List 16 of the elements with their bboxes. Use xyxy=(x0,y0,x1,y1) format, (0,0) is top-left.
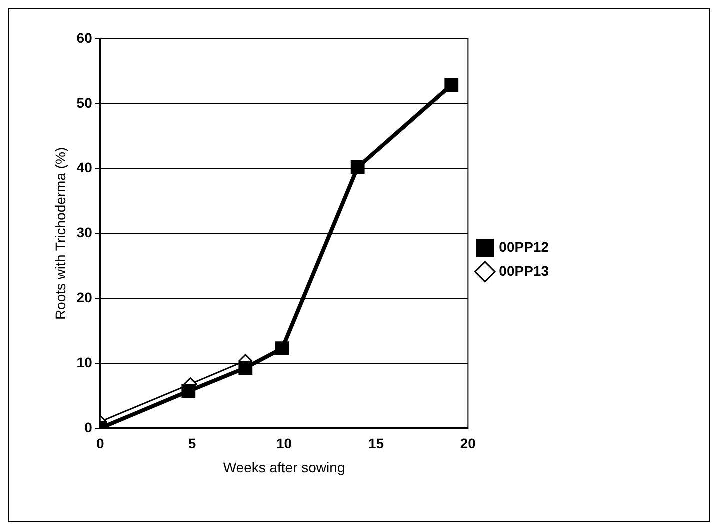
x-tick-label: 5 xyxy=(188,436,196,452)
legend-label: 00PP12 xyxy=(499,238,550,255)
x-tick-label: 20 xyxy=(460,436,476,452)
y-tick-label: 50 xyxy=(76,94,93,111)
x-tick-label: 10 xyxy=(276,436,292,452)
x-tick-label: 0 xyxy=(96,436,104,452)
y-tick-label: 40 xyxy=(76,160,93,176)
y-axis-title: Roots with Trichoderma (%) xyxy=(52,147,68,320)
y-tick-label: 20 xyxy=(76,289,93,306)
y-tick-label: 0 xyxy=(84,419,93,436)
y-tick-label: 30 xyxy=(76,224,93,241)
x-tick-label: 15 xyxy=(368,436,384,452)
y-tick-label: 60 xyxy=(76,30,93,46)
y-tick-label: 10 xyxy=(76,354,93,370)
legend-label: 00PP13 xyxy=(499,262,550,279)
x-axis-title: Weeks after sowing xyxy=(223,459,346,476)
